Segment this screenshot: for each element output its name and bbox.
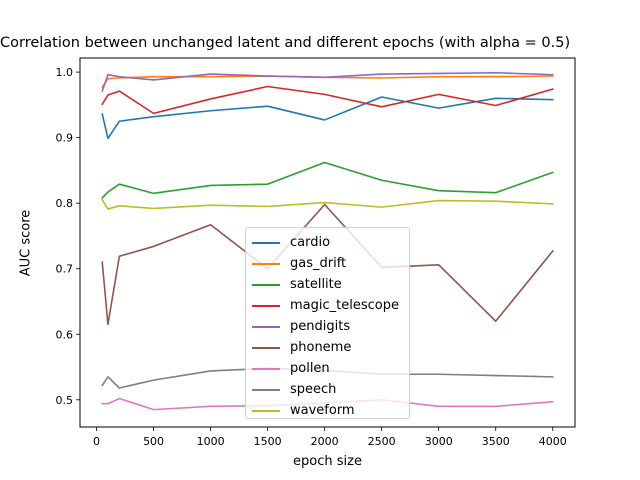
y-tick-label: 0.8 (56, 197, 74, 210)
y-tick-label: 1.0 (56, 66, 74, 79)
legend-item-pollen: pollen (246, 358, 409, 379)
axes-frame (79, 57, 576, 428)
legend-swatch (252, 346, 280, 349)
series-line-cardio (101, 96, 554, 140)
legend-label: pendigits (290, 319, 351, 334)
legend-item-pendigits: pendigits (246, 316, 409, 337)
y-axis-label: AUC score (18, 209, 34, 277)
legend-swatch (252, 304, 280, 307)
x-tick-label: 4000 (539, 435, 567, 448)
y-tick-label: 0.9 (56, 132, 74, 145)
x-ticks: 0 500 1000 1500 2000 2500 3000 3500 4000 (93, 427, 567, 448)
legend-label: pollen (290, 361, 330, 376)
legend-label: speech (290, 382, 337, 397)
x-axis-label: epoch size (293, 454, 362, 469)
y-tick-label: 0.7 (56, 263, 74, 276)
x-tick-label: 2500 (368, 435, 396, 448)
legend-swatch (252, 283, 280, 286)
chart-title: Correlation between unchanged latent and… (0, 35, 571, 51)
x-tick-label: 3000 (425, 435, 453, 448)
x-tick-label: 1500 (254, 435, 282, 448)
legend-swatch (252, 367, 280, 370)
y-ticks: 0.5 0.6 0.7 0.8 0.9 1.0 (56, 66, 80, 407)
legend-swatch (252, 262, 280, 265)
legend-label: satellite (290, 277, 342, 292)
legend-label: cardio (290, 235, 331, 250)
series-line-pendigits (101, 71, 554, 93)
legend-item-satellite: satellite (246, 274, 409, 295)
legend-item-gas-drift: gas_drift (246, 253, 409, 274)
series-line-magic-telescope (101, 85, 554, 115)
y-tick-label: 0.5 (56, 394, 74, 407)
series-line-satellite (101, 161, 554, 200)
legend-label: gas_drift (290, 256, 347, 271)
y-tick-label: 0.6 (56, 328, 74, 341)
series-line-waveform (101, 198, 554, 210)
x-tick-label: 1000 (197, 435, 225, 448)
legend-swatch (252, 325, 280, 328)
legend-item-phoneme: phoneme (246, 337, 409, 358)
x-tick-label: 500 (143, 435, 164, 448)
x-tick-label: 3500 (482, 435, 510, 448)
legend-label: magic_telescope (290, 298, 399, 313)
legend-label: waveform (290, 403, 355, 418)
x-tick-label: 2000 (311, 435, 339, 448)
legend-swatch (252, 388, 280, 391)
legend-item-speech: speech (246, 379, 409, 400)
legend-label: phoneme (290, 340, 352, 355)
legend-item-magic-telescope: magic_telescope (246, 295, 409, 316)
x-tick-label: 0 (93, 435, 100, 448)
legend-swatch (252, 241, 280, 244)
legend-swatch (252, 409, 280, 412)
legend-item-cardio: cardio (246, 232, 409, 253)
legend-item-waveform: waveform (246, 400, 409, 421)
